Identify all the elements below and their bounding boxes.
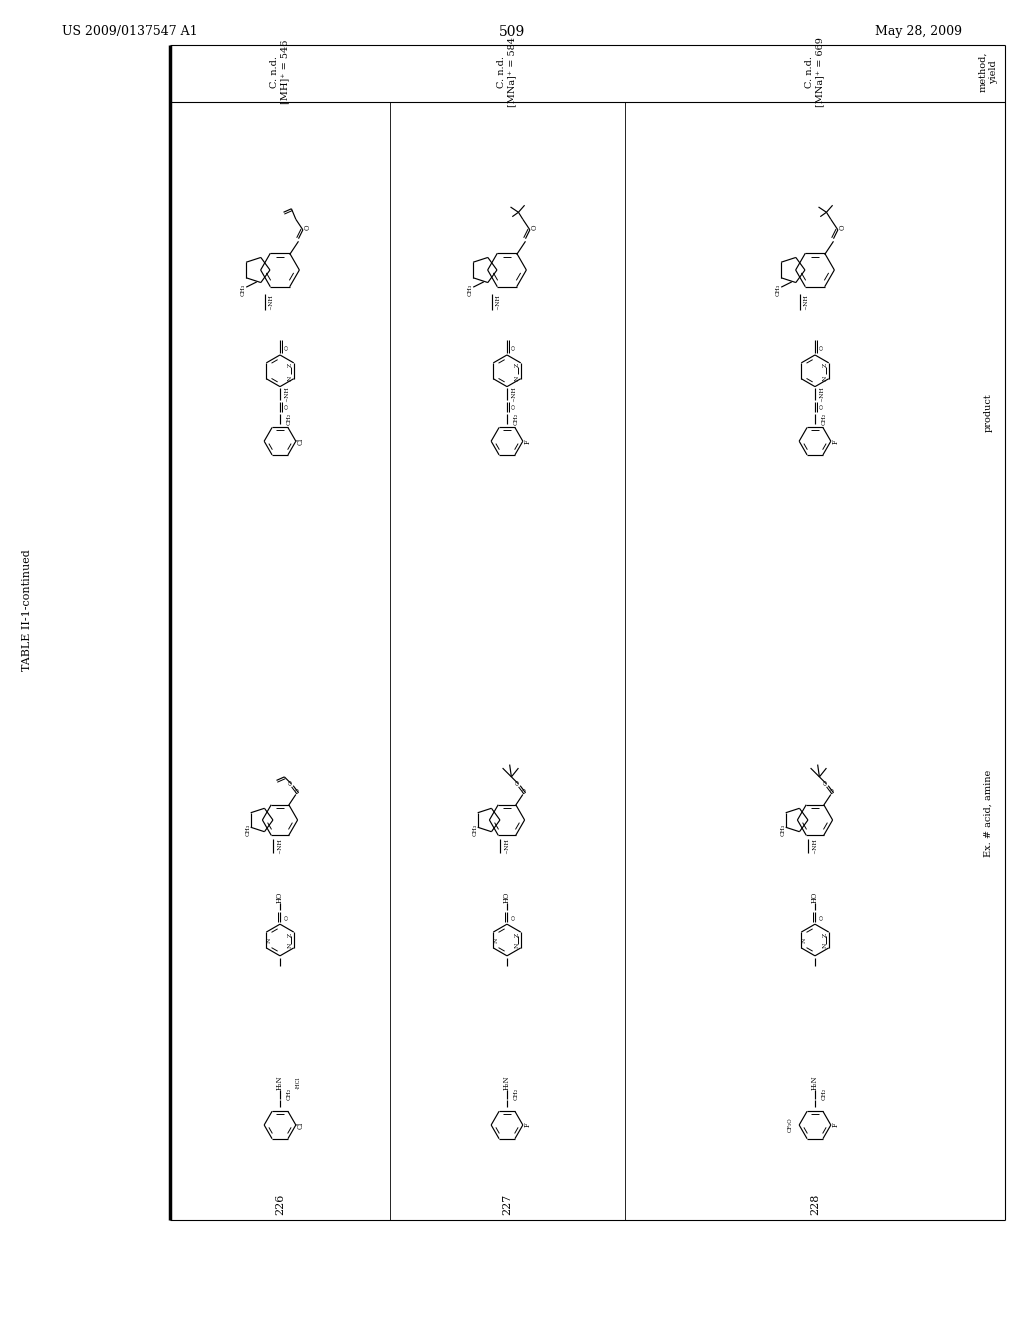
Text: ~NH: ~NH: [285, 387, 290, 403]
Text: CH₂: CH₂: [513, 1088, 518, 1101]
Text: O: O: [285, 915, 290, 920]
Text: O: O: [819, 915, 824, 920]
Text: TABLE II-1-continued: TABLE II-1-continued: [22, 549, 32, 671]
Text: O: O: [819, 345, 824, 350]
Text: O: O: [512, 915, 516, 920]
Text: H₂N: H₂N: [276, 1076, 284, 1090]
Text: CF₃O: CF₃O: [787, 1118, 793, 1133]
Text: O: O: [303, 224, 311, 230]
Text: CH₂: CH₂: [821, 1088, 826, 1101]
Text: O: O: [512, 345, 516, 350]
Text: F: F: [524, 438, 532, 444]
Text: ~NH: ~NH: [278, 838, 283, 854]
Text: ~NH: ~NH: [819, 387, 824, 403]
Text: O: O: [285, 404, 290, 409]
Text: ~NH: ~NH: [496, 294, 500, 310]
Text: N: N: [494, 937, 499, 942]
Text: CH₂: CH₂: [821, 413, 826, 425]
Text: O: O: [839, 224, 846, 230]
Text: CH₃: CH₃: [775, 284, 780, 296]
Text: O: O: [824, 780, 829, 784]
Text: ~NH: ~NH: [268, 294, 273, 310]
Text: CH₂: CH₂: [513, 413, 518, 425]
Text: O: O: [512, 404, 516, 409]
Text: F: F: [833, 438, 840, 444]
Text: N: N: [823, 375, 828, 380]
Text: 509: 509: [499, 25, 525, 40]
Text: Cl: Cl: [297, 437, 305, 445]
Text: C. n.d.
[MH]⁺ = 546: C. n.d. [MH]⁺ = 546: [270, 40, 290, 104]
Text: H₂N: H₂N: [811, 1076, 819, 1090]
Text: O: O: [296, 788, 301, 793]
Text: Z: Z: [515, 363, 520, 367]
Text: US 2009/0137547 A1: US 2009/0137547 A1: [62, 25, 198, 38]
Text: O: O: [285, 345, 290, 350]
Text: Z: Z: [288, 933, 293, 937]
Text: N: N: [288, 942, 293, 948]
Text: O: O: [289, 780, 294, 784]
Text: C. n.d.
[MNa]⁺ = 669: C. n.d. [MNa]⁺ = 669: [805, 37, 824, 107]
Text: HO: HO: [276, 892, 284, 903]
Text: H₂N: H₂N: [503, 1076, 511, 1090]
Text: Z: Z: [288, 363, 293, 367]
Text: N: N: [802, 937, 807, 942]
Text: Z: Z: [823, 363, 828, 367]
Text: ~NH: ~NH: [512, 387, 516, 403]
Text: 226: 226: [275, 1193, 285, 1214]
Text: HO: HO: [811, 892, 819, 903]
Text: N: N: [267, 937, 272, 942]
Text: 227: 227: [502, 1193, 512, 1214]
Text: O: O: [530, 224, 539, 230]
Text: CH₃: CH₃: [241, 284, 245, 296]
Text: 228: 228: [810, 1193, 820, 1214]
Text: N: N: [515, 942, 520, 948]
Text: C. n.d.
[MNa]⁺ = 584: C. n.d. [MNa]⁺ = 584: [498, 37, 517, 107]
Text: N: N: [823, 942, 828, 948]
Text: CH₂: CH₂: [287, 413, 291, 425]
Text: CH₃: CH₃: [781, 824, 785, 836]
Text: CH₃: CH₃: [246, 824, 251, 836]
Text: ·HCl: ·HCl: [295, 1077, 300, 1089]
Text: O: O: [523, 788, 528, 793]
Text: CH₃: CH₃: [467, 284, 472, 296]
Text: ~NH: ~NH: [803, 294, 808, 310]
Text: ~NH: ~NH: [505, 838, 510, 854]
Text: CH₂: CH₂: [287, 1088, 291, 1101]
Text: O: O: [819, 404, 824, 409]
Text: N: N: [515, 375, 520, 380]
Text: N: N: [288, 375, 293, 380]
Text: May 28, 2009: May 28, 2009: [874, 25, 962, 38]
Text: Cl: Cl: [297, 1122, 305, 1129]
Text: Ex. # acid, amine: Ex. # acid, amine: [983, 770, 992, 857]
Text: method,
yield: method, yield: [978, 51, 997, 92]
Text: HO: HO: [503, 892, 511, 903]
Text: F: F: [524, 1123, 532, 1127]
Text: product: product: [983, 393, 992, 433]
Text: F: F: [833, 1123, 840, 1127]
Text: Z: Z: [823, 933, 828, 937]
Text: O: O: [831, 788, 836, 793]
Text: ~NH: ~NH: [812, 838, 817, 854]
Text: Z: Z: [515, 933, 520, 937]
Text: CH₃: CH₃: [473, 824, 478, 836]
Text: O: O: [516, 780, 521, 784]
